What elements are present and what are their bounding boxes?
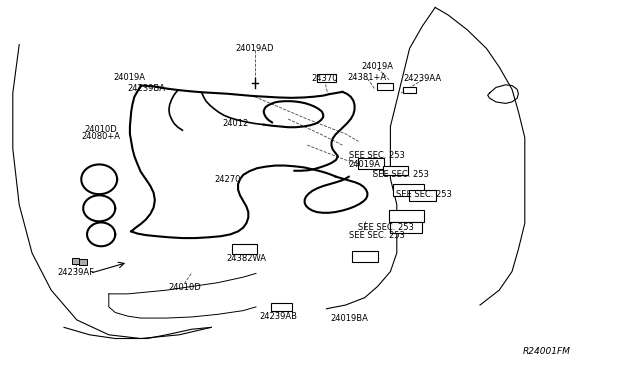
Text: 24239AA: 24239AA	[403, 74, 442, 83]
Text: 24010D: 24010D	[168, 283, 201, 292]
Text: 24019AD: 24019AD	[236, 44, 274, 53]
Text: 24012: 24012	[222, 119, 249, 128]
Text: 24019A: 24019A	[362, 62, 394, 71]
Bar	[232, 244, 257, 254]
Text: 24019BA: 24019BA	[330, 314, 369, 323]
Bar	[388, 210, 424, 222]
Text: SEE SEC. 253: SEE SEC. 253	[373, 170, 429, 179]
Bar	[271, 303, 292, 311]
Text: 24010D: 24010D	[84, 125, 118, 134]
Bar	[390, 222, 422, 233]
Text: 24239AF: 24239AF	[57, 268, 94, 277]
Bar	[378, 83, 393, 90]
Text: 24239AB: 24239AB	[259, 312, 298, 321]
Bar	[317, 74, 336, 82]
Text: 24270: 24270	[214, 175, 241, 184]
Text: 24382WA: 24382WA	[227, 254, 266, 263]
Bar	[409, 190, 436, 201]
Text: R24001FM: R24001FM	[523, 347, 571, 356]
Bar	[79, 259, 87, 265]
Bar	[358, 158, 384, 169]
Text: 24019A: 24019A	[113, 73, 145, 81]
Bar	[393, 184, 424, 196]
Bar	[403, 87, 416, 93]
Text: 24080+A: 24080+A	[82, 132, 120, 141]
Text: SEE SEC. 253: SEE SEC. 253	[358, 223, 414, 232]
Bar	[352, 251, 378, 262]
Text: SEE SEC. 253: SEE SEC. 253	[349, 231, 404, 240]
Text: 24239BA: 24239BA	[127, 84, 165, 93]
Bar	[383, 166, 408, 175]
Text: SEE SEC. 253: SEE SEC. 253	[349, 151, 404, 160]
Text: SEE SEC. 253: SEE SEC. 253	[396, 190, 451, 199]
Text: 24019A: 24019A	[349, 160, 381, 169]
Text: 24370: 24370	[312, 74, 339, 83]
Bar	[72, 258, 79, 264]
Text: 24381+A: 24381+A	[348, 73, 387, 81]
